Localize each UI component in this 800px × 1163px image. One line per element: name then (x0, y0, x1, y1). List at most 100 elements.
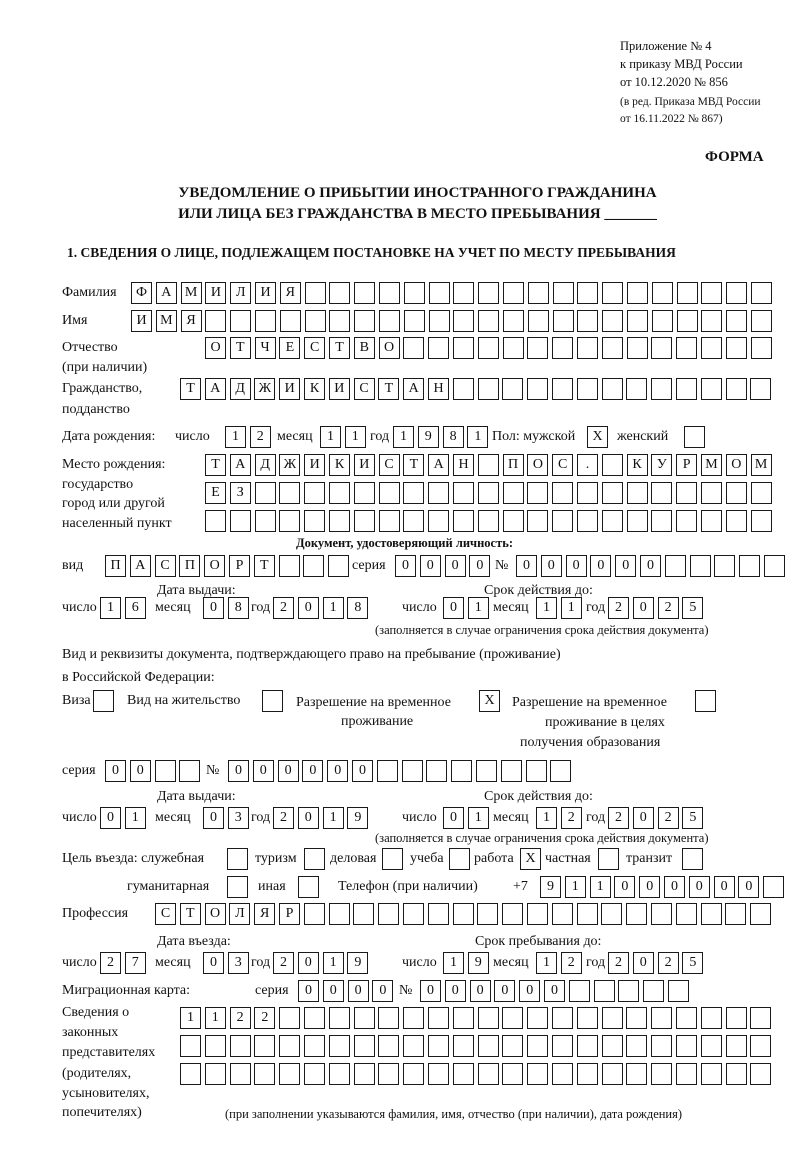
letter-cell[interactable] (230, 310, 252, 332)
letter-cell[interactable] (676, 337, 698, 359)
letter-cell[interactable]: 8 (442, 426, 464, 448)
letter-cell[interactable]: 0 (640, 555, 661, 577)
letter-cell[interactable]: 1 (100, 597, 121, 619)
letter-cell[interactable]: Т (180, 378, 201, 400)
letter-cell[interactable] (527, 337, 549, 359)
letter-cell[interactable] (403, 310, 425, 332)
letter-cell[interactable] (329, 282, 351, 304)
letter-cell[interactable]: Е (205, 482, 226, 504)
letter-cell[interactable]: С (154, 555, 176, 577)
letter-cell[interactable] (353, 903, 375, 925)
letter-cell[interactable] (428, 282, 450, 304)
letter-cell[interactable] (598, 848, 619, 870)
letter-cell[interactable] (376, 760, 398, 782)
letter-cell[interactable] (651, 310, 673, 332)
letter-cell[interactable]: 5 (682, 597, 704, 619)
letter-cell[interactable]: 1 (443, 952, 464, 974)
letter-cell[interactable] (552, 1035, 573, 1057)
letter-cell[interactable] (502, 510, 524, 532)
letter-cell[interactable]: И (205, 282, 227, 304)
letter-cell[interactable]: 2 (608, 807, 629, 829)
letter-cell[interactable] (453, 310, 475, 332)
letter-cell[interactable]: И (131, 310, 152, 332)
letter-cell[interactable] (279, 310, 301, 332)
letter-cell[interactable] (701, 482, 722, 504)
letter-cell[interactable]: 0 (252, 760, 274, 782)
letter-cell[interactable] (279, 510, 301, 532)
letter-cell[interactable] (353, 1035, 375, 1057)
letter-cell[interactable] (254, 510, 276, 532)
letter-cell[interactable] (254, 1063, 276, 1085)
letter-cell[interactable] (453, 482, 474, 504)
letter-cell[interactable]: 8 (347, 597, 369, 619)
letter-cell[interactable] (227, 876, 248, 898)
letter-cell[interactable] (725, 510, 747, 532)
letter-cell[interactable]: 8 (227, 597, 249, 619)
letter-cell[interactable] (254, 1035, 276, 1057)
letter-cell[interactable] (379, 310, 400, 332)
letter-cell[interactable]: Т (403, 454, 425, 476)
letter-cell[interactable]: 2 (254, 1007, 276, 1029)
letter-cell[interactable] (428, 1035, 449, 1057)
letter-cell[interactable] (304, 510, 326, 532)
letter-cell[interactable] (93, 690, 114, 712)
letter-cell[interactable] (428, 337, 450, 359)
letter-cell[interactable]: М (701, 454, 722, 476)
letter-cell[interactable] (676, 1063, 697, 1085)
letter-cell[interactable] (676, 1007, 697, 1029)
letter-cell[interactable] (676, 482, 698, 504)
letter-cell[interactable]: 2 (100, 952, 121, 974)
letter-cell[interactable] (568, 980, 590, 1002)
letter-cell[interactable]: 0 (327, 760, 349, 782)
letter-cell[interactable] (551, 903, 573, 925)
letter-cell[interactable] (303, 555, 325, 577)
letter-cell[interactable] (576, 1035, 598, 1057)
letter-cell[interactable]: 1 (344, 426, 366, 448)
letter-cell[interactable] (378, 482, 400, 504)
letter-cell[interactable]: Т (229, 337, 251, 359)
letter-cell[interactable] (403, 903, 424, 925)
letter-cell[interactable] (401, 760, 423, 782)
letter-cell[interactable]: 0 (352, 760, 373, 782)
letter-cell[interactable]: 1 (536, 597, 557, 619)
letter-cell[interactable]: 7 (124, 952, 146, 974)
letter-cell[interactable]: 0 (297, 597, 319, 619)
letter-cell[interactable]: 0 (688, 876, 710, 898)
letter-cell[interactable] (601, 1035, 623, 1057)
letter-cell[interactable] (550, 760, 572, 782)
letter-cell[interactable] (500, 760, 522, 782)
letter-cell[interactable] (329, 482, 350, 504)
letter-cell[interactable]: 1 (564, 876, 586, 898)
letter-cell[interactable]: 2 (229, 1007, 251, 1029)
letter-cell[interactable]: 0 (203, 807, 224, 829)
letter-cell[interactable] (503, 310, 524, 332)
letter-cell[interactable] (726, 310, 748, 332)
letter-cell[interactable] (378, 1007, 400, 1029)
letter-cell[interactable] (701, 337, 722, 359)
letter-cell[interactable] (180, 1063, 201, 1085)
letter-cell[interactable] (180, 1035, 201, 1057)
letter-cell[interactable]: 0 (420, 980, 441, 1002)
letter-cell[interactable]: 2 (657, 597, 679, 619)
letter-cell[interactable] (725, 378, 747, 400)
letter-cell[interactable]: 1 (536, 952, 557, 974)
letter-cell[interactable] (304, 1007, 325, 1029)
letter-cell[interactable] (750, 378, 772, 400)
letter-cell[interactable]: О (527, 454, 549, 476)
letter-cell[interactable] (403, 337, 425, 359)
letter-cell[interactable] (750, 482, 772, 504)
letter-cell[interactable] (601, 510, 623, 532)
letter-cell[interactable] (527, 510, 549, 532)
letter-cell[interactable]: 0 (347, 980, 369, 1002)
letter-cell[interactable] (298, 876, 319, 898)
letter-cell[interactable]: 9 (347, 807, 369, 829)
letter-cell[interactable]: З (229, 482, 251, 504)
letter-cell[interactable] (354, 282, 376, 304)
letter-cell[interactable]: 0 (664, 876, 685, 898)
letter-cell[interactable]: 2 (608, 952, 629, 974)
letter-cell[interactable] (525, 760, 547, 782)
letter-cell[interactable] (576, 1063, 598, 1085)
letter-cell[interactable]: 9 (467, 952, 489, 974)
letter-cell[interactable] (664, 555, 686, 577)
letter-cell[interactable] (750, 337, 772, 359)
